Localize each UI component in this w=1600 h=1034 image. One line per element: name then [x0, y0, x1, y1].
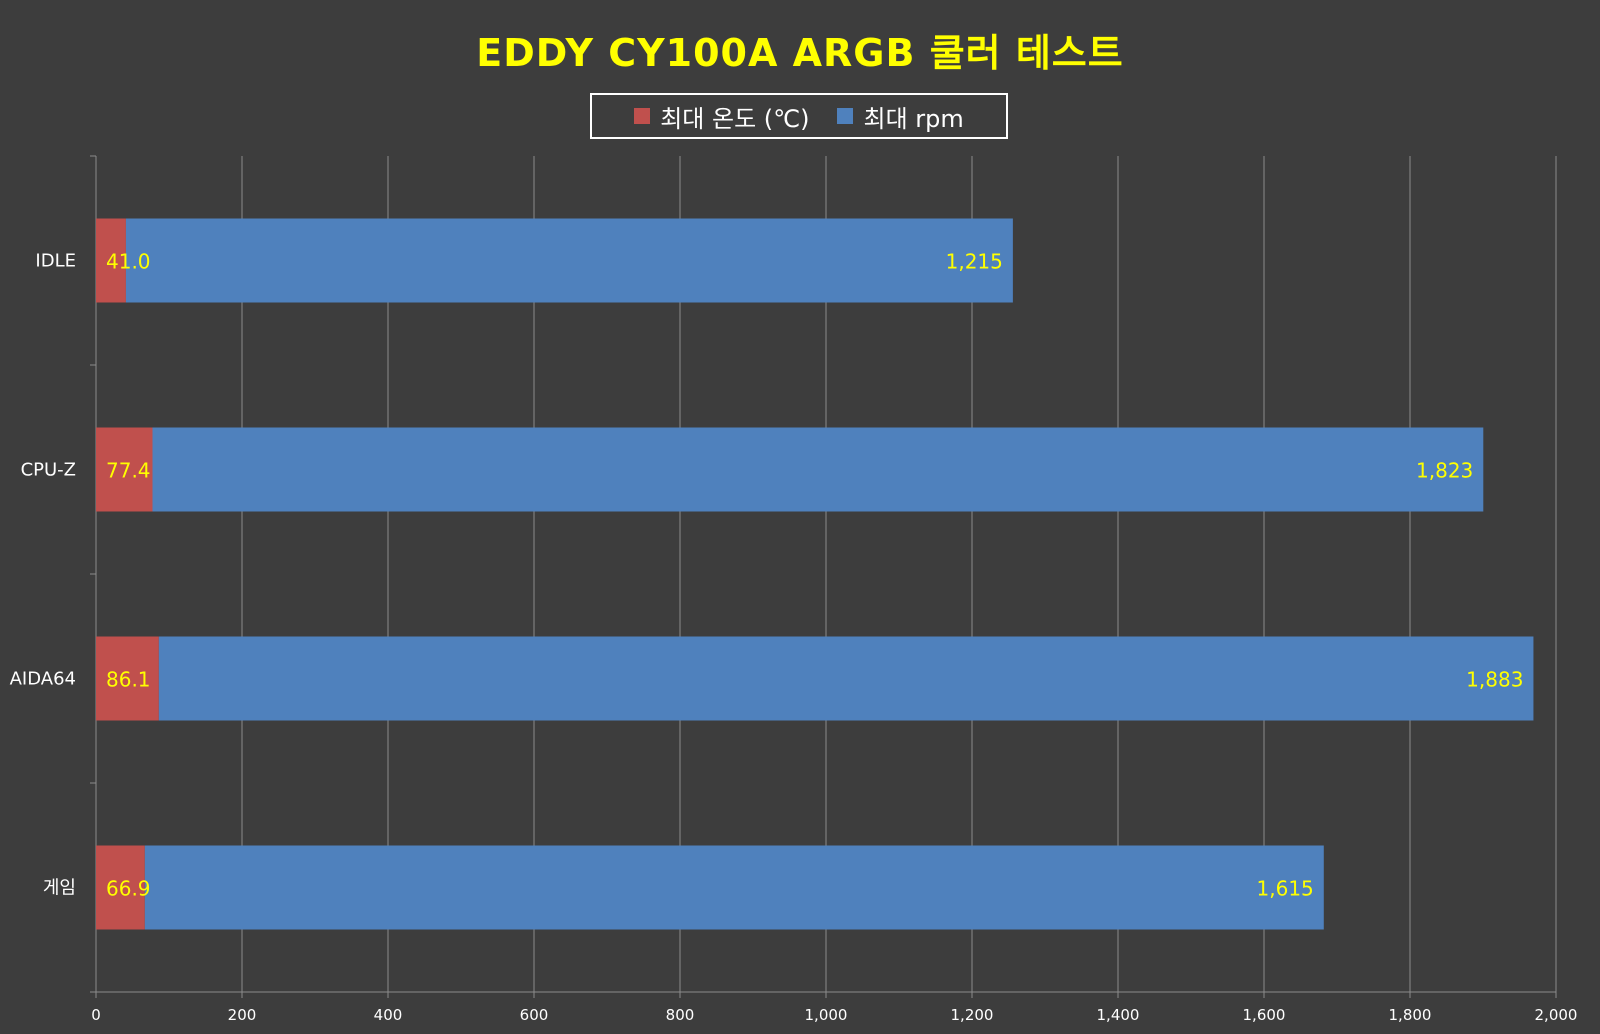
legend-label-temp: 최대 온도 (℃) — [660, 104, 810, 133]
data-label-rpm: 1,823 — [1416, 459, 1473, 483]
data-label-temp: 66.9 — [106, 877, 151, 901]
data-label-rpm: 1,615 — [1257, 877, 1314, 901]
x-tick-label: 2,000 — [1535, 1006, 1578, 1024]
category-label: 게임 — [43, 878, 76, 899]
x-tick-label: 1,200 — [951, 1006, 994, 1024]
data-label-temp: 77.4 — [106, 459, 151, 483]
chart-title: EDDY CY100A ARGB 쿨러 테스트 — [476, 31, 1124, 75]
bar-temp — [96, 427, 153, 512]
legend-label-rpm: 최대 rpm — [863, 104, 964, 133]
bar-temp — [96, 218, 126, 303]
x-tick-label: 1,000 — [805, 1006, 848, 1024]
legend-swatch-temp — [634, 108, 651, 124]
legend-swatch-rpm — [837, 108, 854, 124]
data-label-temp: 86.1 — [106, 668, 151, 692]
bar-rpm — [152, 427, 1484, 512]
x-tick-label: 200 — [228, 1006, 257, 1024]
x-tick-label: 1,800 — [1389, 1006, 1432, 1024]
x-tick-label: 400 — [374, 1006, 403, 1024]
legend-item-temp: 최대 온도 (℃) — [634, 99, 809, 134]
category-label: CPU-Z — [21, 460, 76, 481]
bar-rpm — [158, 636, 1534, 721]
x-tick-label: 1,400 — [1097, 1006, 1140, 1024]
category-label: AIDA64 — [10, 669, 76, 690]
x-tick-label: 1,600 — [1243, 1006, 1286, 1024]
legend: 최대 온도 (℃) 최대 rpm — [590, 93, 1008, 139]
data-label-temp: 41.0 — [106, 250, 151, 274]
legend-item-rpm: 최대 rpm — [837, 99, 964, 134]
data-label-rpm: 1,883 — [1466, 668, 1523, 692]
bar-temp — [96, 845, 145, 930]
category-label: IDLE — [35, 251, 76, 272]
data-label-rpm: 1,215 — [946, 250, 1003, 274]
bar-rpm — [125, 218, 1013, 303]
bar-rpm — [144, 845, 1324, 930]
bar-temp — [96, 636, 159, 721]
x-tick-label: 0 — [91, 1006, 101, 1024]
x-tick-label: 800 — [666, 1006, 695, 1024]
x-tick-label: 600 — [520, 1006, 549, 1024]
